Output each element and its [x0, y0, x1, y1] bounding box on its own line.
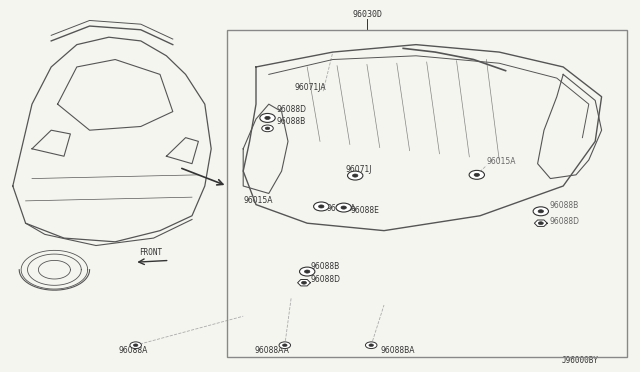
Circle shape [314, 202, 329, 211]
Text: 96030D: 96030D [352, 10, 382, 19]
Circle shape [305, 270, 310, 273]
Circle shape [300, 267, 315, 276]
Circle shape [538, 222, 543, 225]
Circle shape [474, 173, 479, 176]
Circle shape [341, 206, 346, 209]
Text: 96088D: 96088D [276, 105, 307, 114]
Circle shape [265, 116, 270, 119]
Text: 96071J: 96071J [346, 165, 372, 174]
Circle shape [369, 344, 374, 347]
Circle shape [348, 171, 363, 180]
Circle shape [301, 281, 307, 284]
Text: 96088BA: 96088BA [381, 346, 415, 355]
Text: FRONT: FRONT [139, 248, 162, 257]
Circle shape [262, 125, 273, 132]
Text: J96000BY: J96000BY [561, 356, 598, 365]
Circle shape [469, 170, 484, 179]
Circle shape [282, 344, 287, 347]
Text: 96088E: 96088E [351, 206, 380, 215]
Text: 96088B: 96088B [276, 116, 306, 125]
Circle shape [353, 174, 358, 177]
Circle shape [260, 113, 275, 122]
Text: 96015A: 96015A [326, 204, 356, 213]
Text: 96088D: 96088D [549, 217, 579, 226]
Text: 96088A: 96088A [118, 346, 148, 355]
Bar [227, 30, 627, 357]
Text: 96015A: 96015A [486, 157, 516, 166]
Text: 96088AA: 96088AA [255, 346, 289, 355]
Polygon shape [298, 279, 310, 286]
Polygon shape [534, 220, 547, 227]
Text: 96015A: 96015A [243, 196, 273, 205]
Circle shape [133, 344, 138, 347]
Circle shape [365, 342, 377, 349]
Circle shape [538, 210, 543, 213]
Circle shape [533, 207, 548, 216]
Text: 96088B: 96088B [549, 201, 579, 209]
Circle shape [265, 127, 270, 130]
Text: 96088B: 96088B [310, 262, 340, 270]
Circle shape [279, 342, 291, 349]
Circle shape [319, 205, 324, 208]
Circle shape [336, 203, 351, 212]
Text: 96088D: 96088D [310, 275, 340, 284]
Circle shape [130, 342, 141, 349]
Text: 96071JA: 96071JA [294, 83, 326, 92]
